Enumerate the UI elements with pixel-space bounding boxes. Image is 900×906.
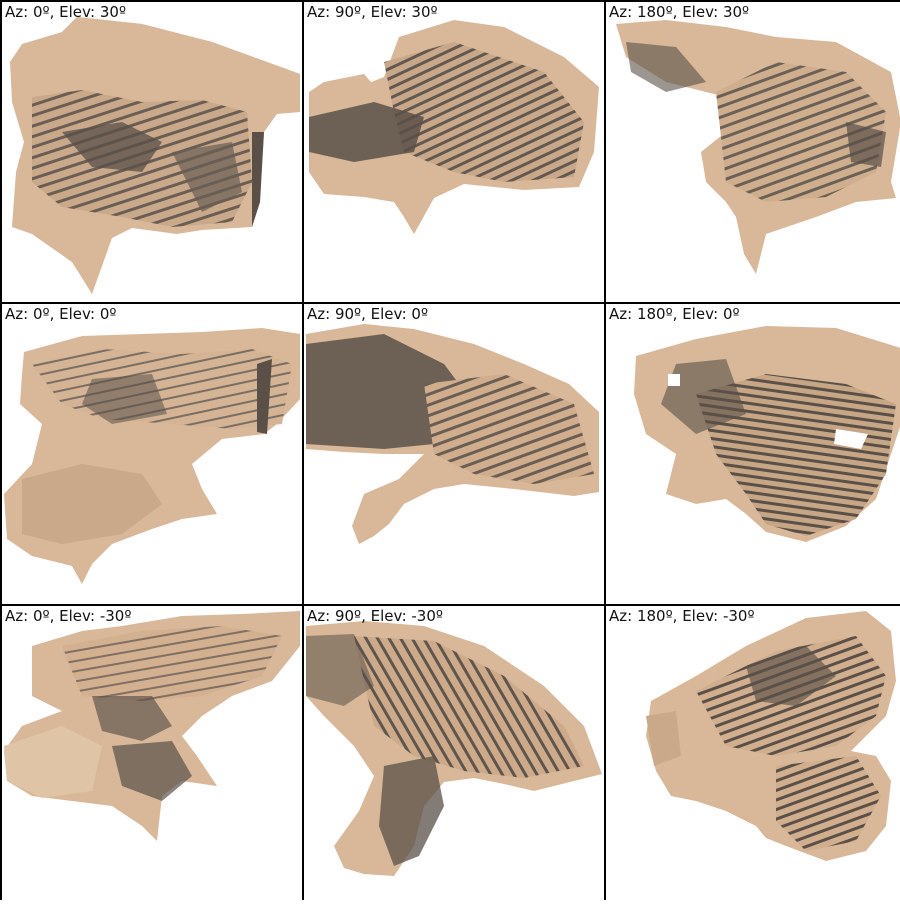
view-panel-az90-elev0: Az: 90º, Elev: 0º [304,304,604,604]
voxel-render [306,621,602,876]
view-label: Az: 0º, Elev: 30º [5,3,127,21]
view-label: Az: 90º, Elev: -30º [307,607,443,625]
voxel-render [634,326,900,542]
view-label: Az: 180º, Elev: -30º [609,607,755,625]
view-panel-az0-elev30: Az: 0º, Elev: 30º [2,2,302,302]
view-label: Az: 180º, Elev: 30º [609,3,750,21]
voxel-render [4,611,300,841]
view-panel-az0-elev0: Az: 0º, Elev: 0º [2,304,302,604]
view-panel-az180-elev0: Az: 180º, Elev: 0º [606,304,900,604]
view-label: Az: 90º, Elev: 0º [307,305,429,323]
view-label: Az: 0º, Elev: -30º [5,607,132,625]
voxel-render [309,20,599,234]
voxel-render [306,324,599,544]
view-label: Az: 180º, Elev: 0º [609,305,740,323]
view-label: Az: 90º, Elev: 30º [307,3,438,21]
voxel-render [616,20,900,274]
view-panel-az0-elev-30: Az: 0º, Elev: -30º [2,606,302,906]
view-panel-az180-elev-30: Az: 180º, Elev: -30º [606,606,900,906]
voxel-render [4,328,300,584]
view-panel-az90-elev30: Az: 90º, Elev: 30º [304,2,604,302]
voxel-render [646,611,896,861]
view-label: Az: 0º, Elev: 0º [5,305,117,323]
voxel-render [10,17,300,294]
view-panel-az90-elev-30: Az: 90º, Elev: -30º [304,606,604,906]
view-panel-az180-elev30: Az: 180º, Elev: 30º [606,2,900,302]
